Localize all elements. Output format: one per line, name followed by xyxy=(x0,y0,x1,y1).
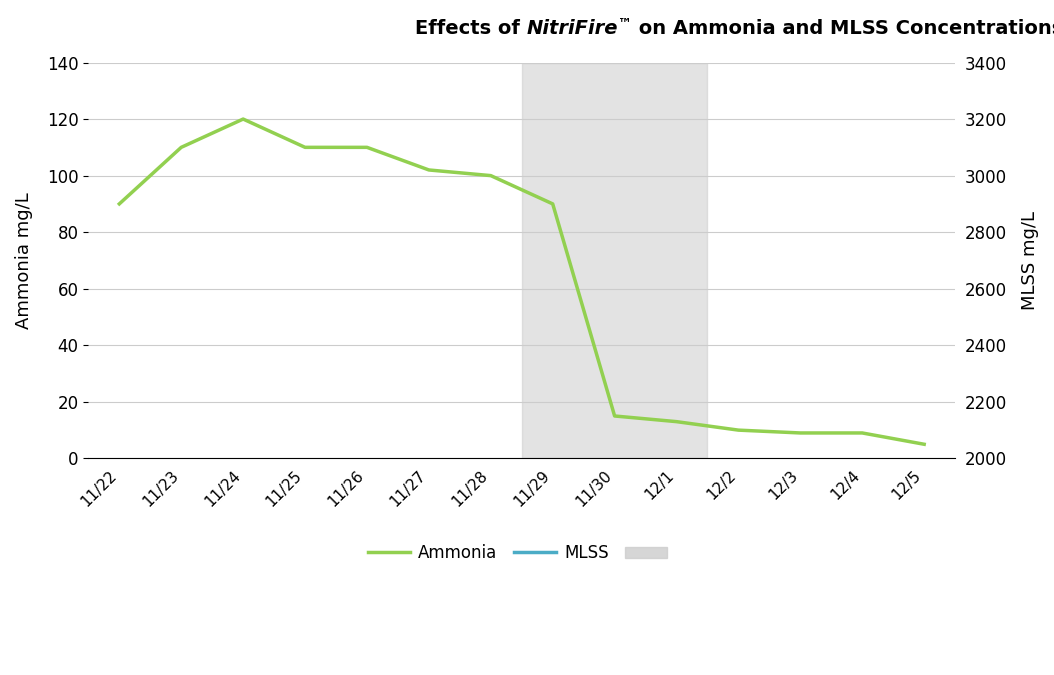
Text: ™: ™ xyxy=(619,16,632,30)
Text: NitriFire: NitriFire xyxy=(527,19,619,38)
Legend: Ammonia, MLSS, : Ammonia, MLSS, xyxy=(362,537,682,569)
Bar xyxy=(522,63,707,458)
Y-axis label: MLSS mg/L: MLSS mg/L xyxy=(1021,211,1039,310)
Text: on Ammonia and MLSS Concentrations: on Ammonia and MLSS Concentrations xyxy=(632,19,1054,38)
Y-axis label: Ammonia mg/L: Ammonia mg/L xyxy=(15,192,33,329)
Text: Effects of: Effects of xyxy=(415,19,527,38)
